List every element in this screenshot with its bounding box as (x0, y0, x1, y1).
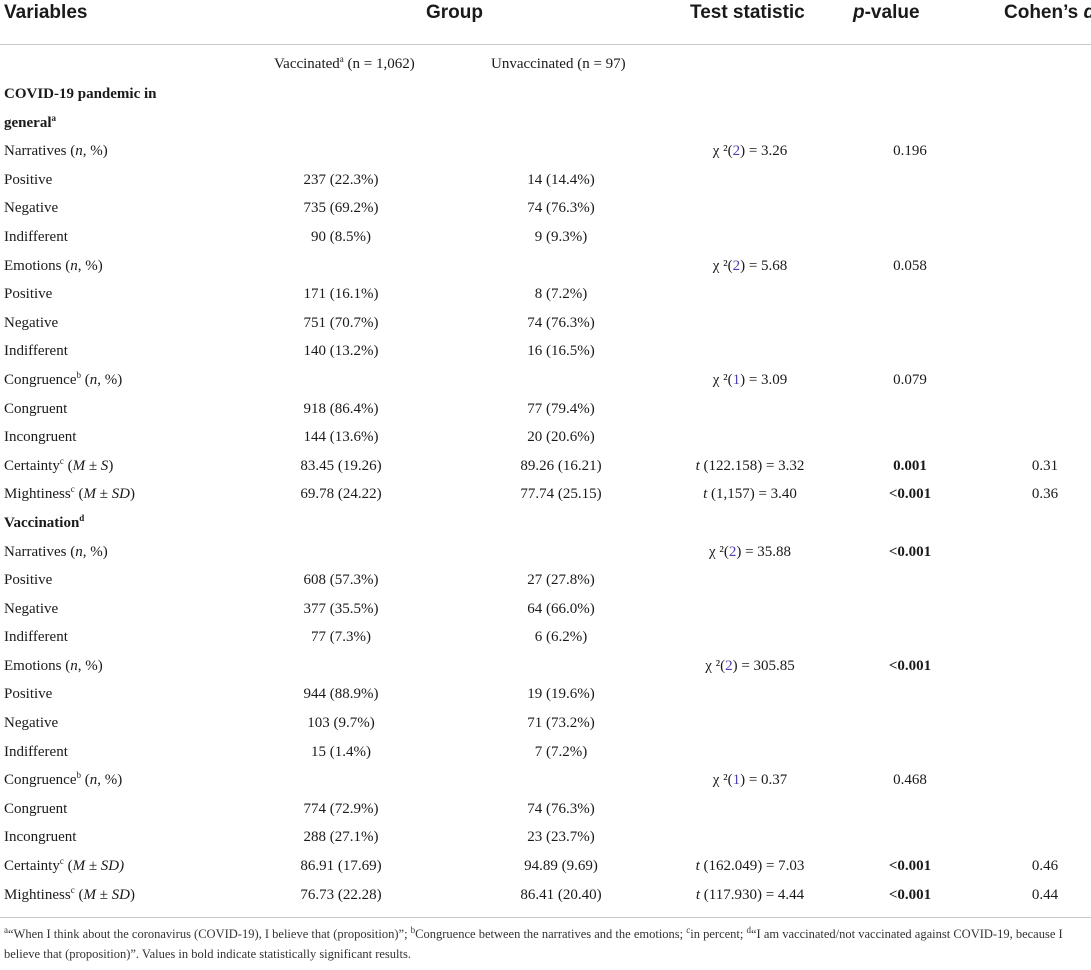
row-label: Mightinessc (M ± SD) (4, 484, 135, 503)
table-row: Emotions (n, %) χ ²(2) = 5.68 0.058 (4, 257, 927, 274)
row-label: Congruent (4, 800, 68, 817)
header-variables: Variables (4, 2, 88, 23)
row-label: Indifferent (4, 743, 68, 760)
table-header: Variables Group Test statistic p-value C… (0, 0, 1091, 45)
header-cohens-d: Cohen’s d (1004, 2, 1091, 23)
row-label: generala (4, 112, 56, 131)
row-label: Incongruent (4, 829, 77, 846)
table-row: Negative 377 (35.5%) 64 (66.0%) (4, 600, 595, 617)
header-group: Group (426, 2, 483, 23)
row-label: Emotions (n, %) (4, 657, 103, 674)
table-row: Certaintyc (M ± SD) 86.91 (17.69) 94.89 (9… (4, 856, 1059, 875)
table-row: Narratives (n, %) χ ²(2) = 3.26 0.196 (4, 143, 927, 160)
header-test-statistic: Test statistic (690, 2, 805, 23)
table-row: Incongruent 288 (27.1%) 23 (23.7%) (4, 829, 595, 846)
table-row: Mightinessc (M ± SD) 69.78 (24.22) 77.74 (… (4, 484, 1059, 503)
row-label: Positive (4, 686, 53, 703)
table-row: Congruent 774 (72.9%) 74 (76.3%) (4, 800, 595, 817)
table-row: Negative 735 (69.2%) 74 (76.3%) (4, 200, 595, 217)
row-label: Indifferent (4, 629, 68, 646)
table-row: Narratives (n, %) χ ²(2) = 35.88 <0.001 (4, 543, 932, 560)
table-row: Positive 944 (88.9%) 19 (19.6%) (4, 686, 595, 703)
row-label: Congruent (4, 400, 68, 417)
section-row: generala (0, 109, 1091, 138)
row-label: Incongruent (4, 429, 77, 446)
table-row: Indifferent 15 (1.4%) 7 (7.2%) (4, 743, 588, 760)
table-row: Negative 751 (70.7%) 74 (76.3%) (4, 314, 595, 331)
section-row: COVID-19 pandemic in (0, 80, 1091, 109)
row-label: Narratives (n, %) (4, 543, 108, 560)
row-label: Certaintyc (M ± S) (4, 455, 114, 474)
row-label: Negative (4, 314, 59, 331)
row-label: Indifferent (4, 343, 68, 360)
table-row: Negative 103 (9.7%) 71 (73.2%) (4, 715, 595, 732)
row-label: Mightinessc (M ± SD) (4, 884, 135, 903)
table-row: Congruenceb (n, %) χ ²(1) = 3.09 0.079 (4, 369, 927, 388)
table-row: Mightinessc (M ± SD) 76.73 (22.28) 86.41 (… (4, 884, 1059, 903)
row-label: Negative (4, 600, 59, 617)
table-row: Indifferent 90 (8.5%) 9 (9.3%) (4, 228, 588, 245)
row-label: Congruenceb (n, %) (4, 369, 123, 388)
row-label: Indifferent (4, 228, 68, 245)
group-subheader: Vaccinateda (n = 1,062) Unvaccinated (n … (0, 54, 1091, 76)
row-label: Positive (4, 286, 53, 303)
table-row: Positive 171 (16.1%) 8 (7.2%) (4, 286, 588, 303)
table-row: Indifferent 77 (7.3%) 6 (6.2%) (4, 629, 588, 646)
table-row: Certaintyc (M ± S) 83.45 (19.26) 89.26 (16… (4, 455, 1059, 474)
table-row: Positive 608 (57.3%) 27 (27.8%) (4, 572, 595, 589)
row-label: Negative (4, 715, 59, 732)
row-label: Emotions (n, %) (4, 257, 103, 274)
row-label: Narratives (n, %) (4, 143, 108, 160)
row-label: Negative (4, 200, 59, 217)
table-row: Emotions (n, %) χ ²(2) = 305.85 <0.001 (4, 657, 932, 674)
row-label: COVID-19 pandemic in (4, 86, 157, 102)
footer-divider (0, 917, 1091, 918)
table-row: Incongruent 144 (13.6%) 20 (20.6%) (4, 429, 595, 446)
row-label: Positive (4, 171, 53, 188)
row-label: Congruenceb (n, %) (4, 770, 123, 789)
header-p-value: p-value (853, 2, 920, 23)
table-row: Congruent 918 (86.4%) 77 (79.4%) (4, 400, 595, 417)
row-label: Certaintyc (M ± SD) (4, 856, 125, 875)
table-row: Congruenceb (n, %) χ ²(1) = 0.37 0.468 (4, 770, 927, 789)
section-row: Vaccinationd (0, 509, 1091, 538)
row-label: Positive (4, 572, 53, 589)
subheader-unvaccinated: Unvaccinated (n = 97) (491, 56, 626, 72)
table-row: Positive 237 (22.3%) 14 (14.4%) (4, 171, 595, 188)
table-footnote: a“When I think about the coronavirus (CO… (4, 924, 1063, 961)
table-row: Indifferent 140 (13.2%) 16 (16.5%) (4, 343, 595, 360)
row-label: Vaccinationd (4, 512, 85, 531)
subheader-vaccinated: Vaccinateda (n = 1,062) (274, 54, 415, 73)
table-body: COVID-19 pandemic in generala Narratives (… (0, 80, 1091, 909)
